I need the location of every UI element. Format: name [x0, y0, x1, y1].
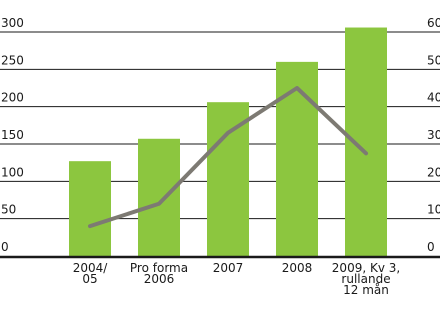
right-tick-label: 0 — [427, 240, 435, 254]
right-axis-ticks: 0 10 20 30 40 50 60 — [427, 16, 440, 254]
left-tick-label: 0 — [1, 240, 9, 254]
right-tick-label: 60 — [427, 16, 440, 30]
left-tick-label: 300 — [1, 16, 24, 30]
left-axis-ticks: 0 50 100 150 200 250 300 — [1, 16, 24, 254]
right-tick-label: 10 — [427, 203, 440, 217]
left-tick-label: 200 — [1, 91, 24, 105]
bar-series — [0, 27, 440, 259]
bar-4 — [345, 27, 387, 257]
line-path — [88, 86, 368, 229]
bar-2 — [207, 102, 249, 257]
category-labels: 2004/05 Pro forma 2006 2007 2008 2009, Kv 3, r… — [73, 261, 401, 297]
bar-3 — [276, 61, 318, 257]
category-label-4: 2009, Kv 3, rullande 12 mån — [332, 261, 400, 297]
right-tick-label: 20 — [427, 165, 440, 179]
category-label-3: 2008 — [282, 261, 313, 275]
left-tick-label: 250 — [1, 53, 24, 67]
category-label-1: Pro forma 2006 — [130, 261, 188, 286]
right-tick-label: 40 — [427, 91, 440, 105]
line-series — [88, 86, 368, 229]
right-tick-label: 50 — [427, 53, 440, 67]
right-tick-label: 30 — [427, 128, 440, 142]
bar-0 — [69, 161, 111, 257]
bar-1 — [138, 138, 180, 257]
category-label-2: 2007 — [213, 261, 244, 275]
left-tick-label: 150 — [1, 128, 24, 142]
left-tick-label: 100 — [1, 165, 24, 179]
left-tick-label: 50 — [1, 203, 16, 217]
category-label-0: 2004/05 — [73, 261, 109, 286]
